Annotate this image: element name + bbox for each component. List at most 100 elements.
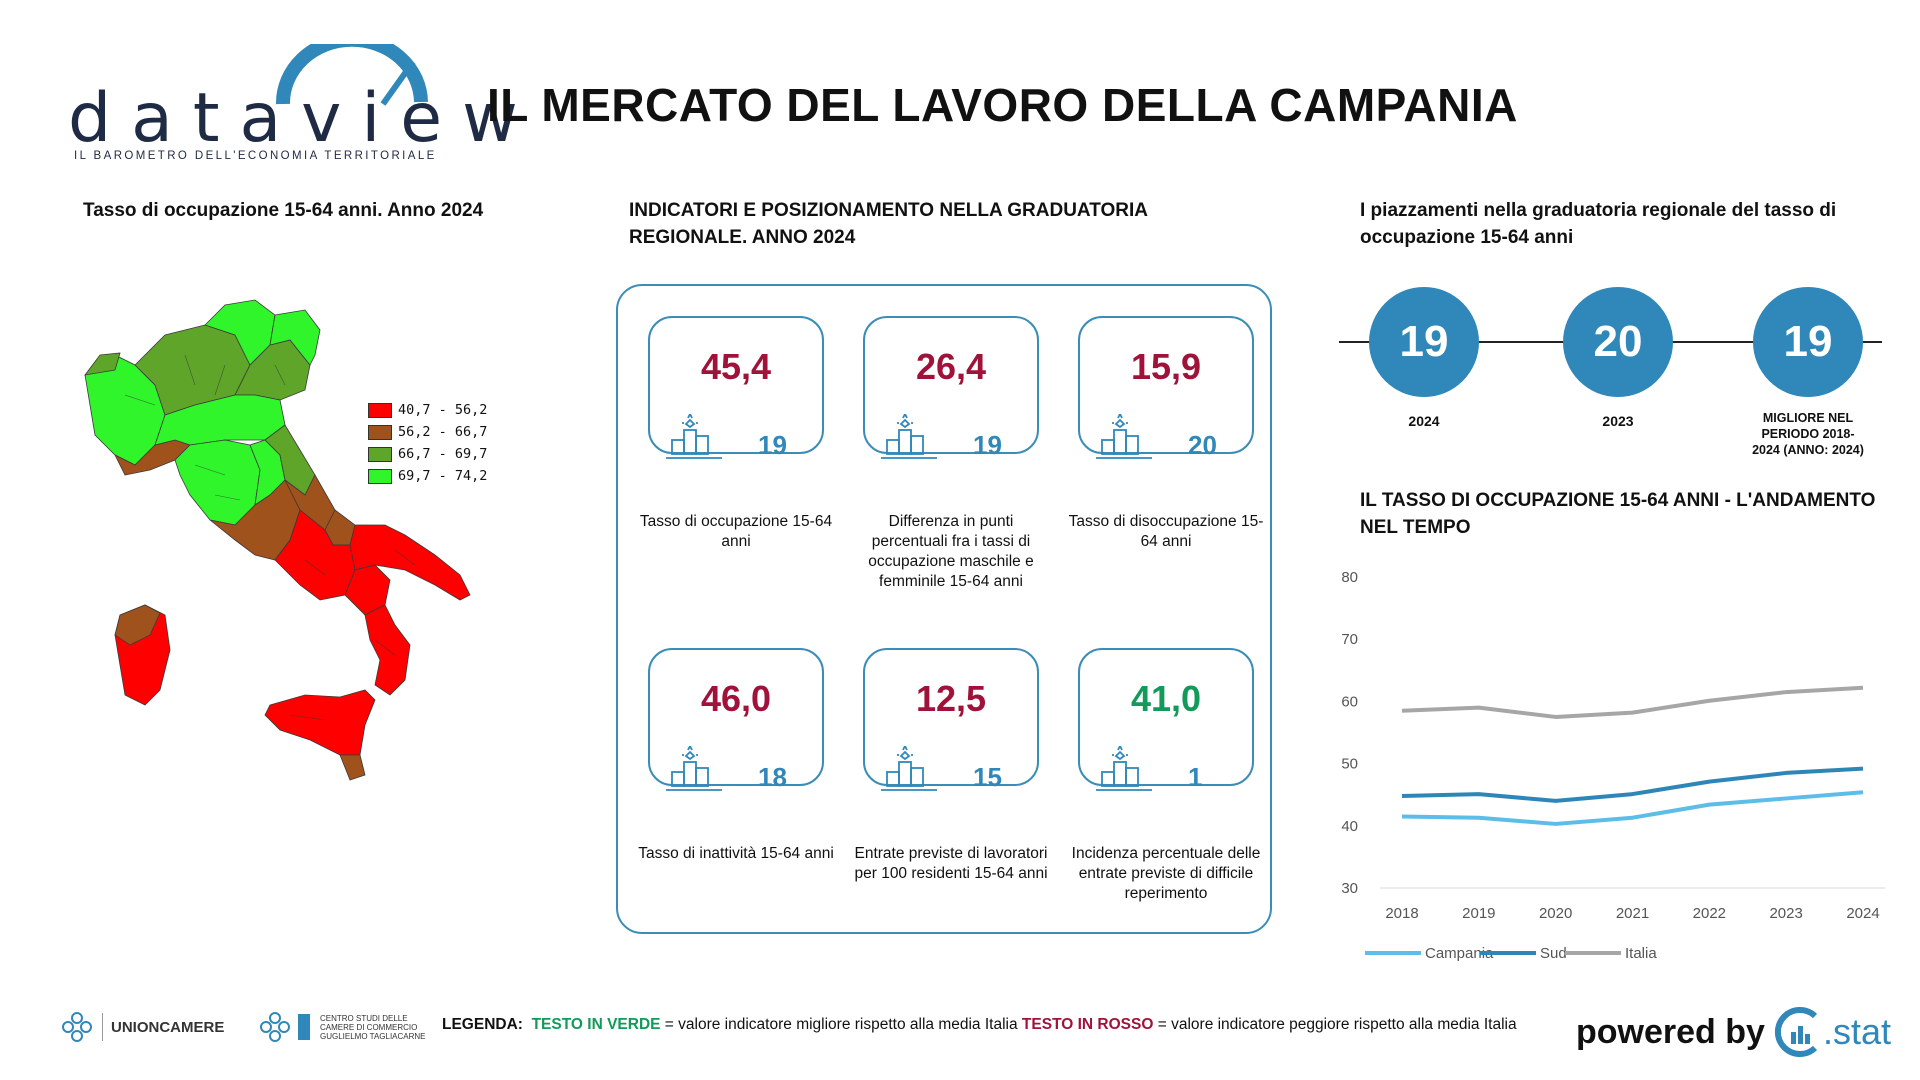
map-legend-label: 66,7 - 69,7 [398,446,488,462]
indicator-value: 41,0 [1130,678,1202,719]
indicator-card: 45,4 19 [648,316,824,460]
indicator-rank: 1 [1188,762,1203,792]
dataview-logo: dataview IL BAROMETRO DELL'ECONOMIA TERR… [68,44,518,174]
ranking-title: I piazzamenti nella graduatoria regional… [1360,200,1837,248]
y-tick-label: 80 [1341,569,1358,586]
indicator-value: 26,4 [915,346,987,387]
y-tick-label: 30 [1341,880,1358,897]
ranking-label: 2024 [1408,413,1440,429]
map-legend: 40,7 - 56,2 56,2 - 66,7 66,7 - 69,7 69,7 - … [368,399,487,487]
footer-legend: LEGENDA: TESTO IN VERDE = valore indicat… [442,1016,1517,1033]
powered-by: powered by .stat [1576,1004,1891,1060]
map-legend-item: 66,7 - 69,7 [368,443,487,465]
legend-label: Italia [1625,945,1657,962]
indicator-card: 12,5 15 [863,648,1039,792]
series-line-italia [1401,685,1864,719]
indicator-rank: 15 [973,762,1002,792]
indicator-rank: 19 [973,430,1002,460]
indicator-label: Tasso di inattività 15-64 anni [638,845,834,862]
powered-by-label: powered by [1576,1012,1765,1051]
italy-provinces-map [84,299,471,781]
cstat-label: .stat [1822,1011,1891,1052]
logo-tagline: IL BAROMETRO DELL'ECONOMIA TERRITORIALE [74,150,437,162]
ranking-circle: 19 [1369,287,1479,397]
indicator-label: Tasso di disoccupazione 15-64 anni [1068,513,1264,550]
x-tick-label: 2018 [1385,905,1418,922]
ranking-label: MIGLIORE NEL PERIODO 2018-2024 (ANNO: 20… [1752,411,1864,457]
indicator-label: Incidenza percentuale delle entrate prev… [1071,845,1261,902]
logo-divider [102,1013,103,1041]
centro-studi-logo: CENTRO STUDI DELLE CAMERE DI COMMERCIO G… [258,1010,426,1044]
indicator-rank: 19 [758,430,787,460]
podium-icon [1094,411,1154,459]
y-tick-label: 70 [1341,631,1358,648]
unioncamere-label: UNIONCAMERE [111,1018,225,1036]
indicator-rank: 18 [758,762,787,792]
map-region-sicilia [264,689,376,756]
legend-green: TESTO IN VERDE [531,1016,661,1033]
chart-title: IL TASSO DI OCCUPAZIONE 15-64 ANNI - L'A… [1360,490,1876,538]
indicator-value: 45,4 [700,346,772,387]
indicator-card: 26,4 19 [863,316,1039,460]
x-tick-label: 2020 [1539,905,1572,922]
unioncamere-logo: UNIONCAMERE [60,1010,224,1044]
map-legend-item: 69,7 - 74,2 [368,465,487,487]
map-legend-label: 56,2 - 66,7 [398,424,488,440]
legend-label: Sud [1540,945,1567,962]
centro-studi-emblem-icon [260,1012,290,1042]
indicators-title: INDICATORI E POSIZIONAMENTO NELLA GRADUA… [629,200,1148,248]
podium-icon [1094,743,1154,791]
map-legend-swatch [368,468,392,484]
legend-red: TESTO IN ROSSO [1021,1016,1154,1033]
map-title: Tasso di occupazione 15-64 anni. Anno 20… [83,200,484,221]
indicator-rank: 20 [1188,430,1217,460]
map-legend-swatch [368,446,392,462]
podium-icon [879,743,939,791]
map-region-valle-aosta [84,352,121,376]
indicator-label: Entrate previste di lavoratori per 100 r… [854,845,1048,882]
map-legend-swatch [368,402,392,418]
indicator-label: Differenza in punti percentuali fra i ta… [868,513,1034,590]
ranking-circle: 19 [1753,287,1863,397]
x-tick-label: 2023 [1769,905,1802,922]
logo-gauge-icon [275,44,428,106]
page-title: IL MERCATO DEL LAVORO DELLA CAMPANIA [487,79,1518,131]
map-region-friuli [269,309,321,366]
indicator-card: 15,9 20 [1078,316,1254,460]
y-tick-label: 40 [1341,818,1358,835]
map-legend-label: 69,7 - 74,2 [398,468,488,484]
x-tick-label: 2021 [1616,905,1649,922]
map-region-calabria [364,604,411,696]
map-legend-label: 40,7 - 56,2 [398,402,488,418]
map-region-sardegna-nw [114,604,161,646]
unioncamere-emblem-icon [62,1012,92,1042]
x-tick-label: 2019 [1462,905,1495,922]
y-tick-label: 50 [1341,756,1358,773]
cstat-logo-icon [1774,1007,1817,1057]
indicator-label: Tasso di occupazione 15-64 anni [639,513,833,550]
indicator-value: 46,0 [700,678,772,719]
indicators-panel: 45,4 19 Tasso di occupazione 15-64 anni 26,… [616,284,1272,934]
legend-label: Campania [1425,945,1494,962]
ranking-circle: 20 [1563,287,1673,397]
employment-rate-line-chart: 80 70 60 50 40 30 2018 2019 2020 2021 2022 2023 2024… [1341,569,1885,962]
y-tick-label: 60 [1341,693,1358,710]
podium-icon [879,411,939,459]
logo-wordmark: dataview [68,79,538,158]
podium-icon [664,411,724,459]
series-line-campania [1401,790,1864,826]
indicator-card: 41,0 1 [1078,648,1254,792]
ranking-label: 2023 [1602,413,1634,429]
x-tick-label: 2022 [1693,905,1726,922]
map-region-sicilia-se [339,754,366,781]
indicator-card: 46,0 18 [648,648,824,792]
map-legend-item: 56,2 - 66,7 [368,421,487,443]
map-legend-item: 40,7 - 56,2 [368,399,487,421]
centro-studi-text: CENTRO STUDI DELLE CAMERE DI COMMERCIO G… [320,1013,426,1041]
indicator-value: 15,9 [1130,346,1202,387]
indicator-value: 12,5 [915,678,987,719]
map-legend-swatch [368,424,392,440]
series-line-sud [1401,766,1864,803]
centro-studi-mark-icon [298,1014,310,1040]
x-tick-label: 2024 [1846,905,1879,922]
